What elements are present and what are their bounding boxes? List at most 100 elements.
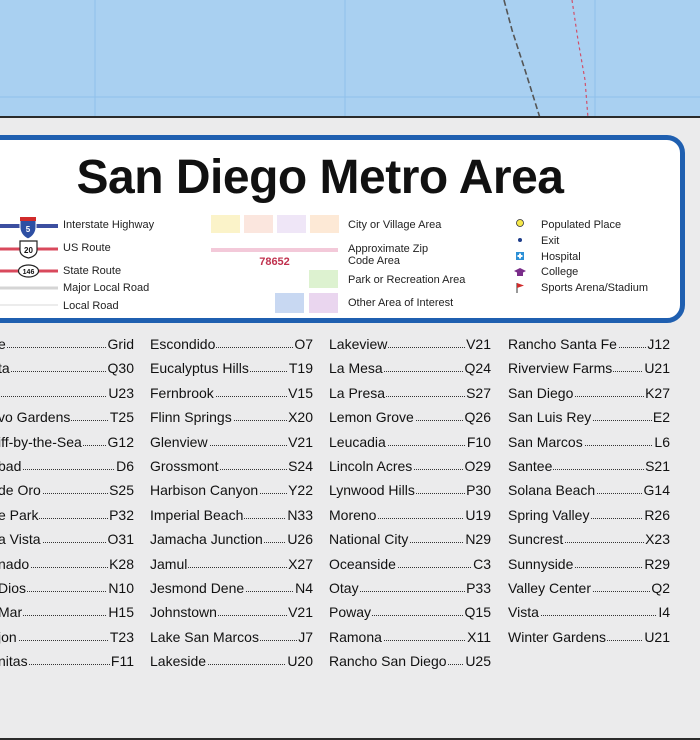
place-name: Rancho San Diego (329, 653, 448, 670)
index-entry: Lakeview V21 (329, 336, 491, 360)
grid-code: V15 (287, 384, 313, 401)
grid-code: Q26 (463, 409, 491, 426)
svg-text:20: 20 (24, 246, 33, 255)
legend-us-route-label: US Route (63, 242, 111, 254)
legend-sports-label: Sports Arena/Stadium (541, 282, 649, 294)
grid-code: G14 (642, 482, 670, 499)
grid-code: F11 (109, 653, 134, 670)
place-name: Escondido (150, 336, 217, 352)
place-name: vo Gardens (0, 409, 72, 426)
place-name: Lakeside (150, 653, 208, 670)
place-name: Vista (508, 604, 540, 621)
place-name: a Vista (0, 531, 42, 548)
dot-leader (150, 444, 313, 446)
grid-code: U26 (286, 531, 313, 548)
index-entry: ta Q30 (0, 360, 134, 384)
index-entry: Lemon Grove Q26 (329, 409, 491, 433)
dot-leader (329, 517, 491, 519)
index-entry: Sunnyside R29 (508, 555, 670, 580)
place-name: Glenview (150, 433, 209, 450)
place-name: Winter Gardens (508, 628, 608, 645)
index-entry: Poway Q15 (329, 604, 491, 628)
grid-code: L6 (653, 433, 670, 450)
place-name: La Presa (329, 384, 387, 401)
dot-leader (508, 395, 670, 397)
place-name: bad (0, 458, 23, 474)
dot-leader (329, 444, 491, 446)
place-name: nitas (0, 653, 29, 670)
place-name: de Oro (0, 482, 42, 499)
svg-text:146: 146 (23, 269, 35, 276)
dot-leader (0, 493, 134, 495)
grid-code: X23 (644, 531, 670, 548)
index-entry: nado K28 (0, 555, 134, 580)
grid-code: Q24 (463, 360, 491, 377)
grid-code: P30 (465, 482, 491, 499)
grid-code: O29 (463, 458, 491, 474)
populated-place-icon (516, 219, 524, 227)
place-name: Valley Center (508, 580, 593, 596)
index-entry: San Luis Rey E2 (508, 409, 670, 433)
dot-leader (0, 664, 134, 666)
grid-code: K28 (108, 555, 134, 572)
index-entry: Grossmont S24 (150, 458, 313, 482)
dot-leader (329, 639, 491, 641)
city-swatch-pink (244, 215, 273, 233)
grid-code: X27 (287, 555, 313, 572)
place-name: National City (329, 531, 410, 548)
index-entry: Suncrest X23 (508, 531, 670, 555)
place-name: iff-by-the-Sea (0, 433, 83, 450)
index-entry: bad D6 (0, 458, 134, 482)
grid-code: U20 (286, 653, 313, 670)
place-name: Oceanside (329, 555, 397, 572)
interest-swatch-blue (275, 293, 304, 313)
place-name: Grossmont (150, 458, 220, 474)
college-icon (514, 268, 526, 276)
grid-code: S24 (287, 458, 313, 474)
map-title: San Diego Metro Area (76, 151, 565, 204)
hospital-icon (516, 252, 524, 260)
index-entry: Oceanside C3 (329, 555, 491, 580)
zip-boundary-line (211, 248, 338, 252)
place-name: Jamacha Junction (150, 531, 264, 548)
park-swatch (309, 270, 338, 288)
index-entry: e Grid (0, 336, 134, 360)
index-entry: jon T23 (0, 628, 134, 653)
city-swatch-lavender (277, 215, 306, 233)
grid-code: R29 (643, 555, 670, 572)
index-entry: Fernbrook V15 (150, 384, 313, 409)
place-name: Eucalyptus Hills (150, 360, 250, 377)
index-entry: National City N29 (329, 531, 491, 555)
index-entry: iff-by-the-Sea G12 (0, 433, 134, 458)
place-name: Spring Valley (508, 506, 591, 523)
legend-park-label: Park or Recreation Area (348, 274, 466, 286)
grid-code: T23 (108, 628, 134, 645)
dot-leader (329, 542, 491, 544)
city-swatch-peach (310, 215, 339, 233)
index-entry: Lincoln Acres O29 (329, 458, 491, 482)
place-name: San Luis Rey (508, 409, 593, 426)
grid-code: D6 (115, 458, 134, 474)
grid-code: X20 (287, 409, 313, 426)
grid-code: O31 (106, 531, 134, 548)
index-entry: Glenview V21 (150, 433, 313, 458)
dot-leader (0, 395, 134, 397)
dot-leader (508, 566, 670, 568)
index-entry: de Oro S25 (0, 482, 134, 506)
dot-leader (329, 615, 491, 617)
legend-box (0, 135, 685, 323)
place-name: Flinn Springs (150, 409, 233, 426)
place-name: Sunnyside (508, 555, 575, 572)
index-entry: Jesmond Dene N4 (150, 580, 313, 604)
index-entry: Escondido O7 (150, 336, 313, 360)
index-entry: Santee S21 (508, 458, 670, 482)
grid-code: R26 (643, 506, 670, 523)
place-name: Solana Beach (508, 482, 597, 499)
grid-code: S21 (644, 458, 670, 474)
index-entry: Rancho San Diego U25 (329, 653, 491, 677)
grid-code: Q15 (463, 604, 491, 621)
index-entry: Johnstown V21 (150, 604, 313, 628)
dot-leader (508, 542, 670, 544)
index-entry: Eucalyptus Hills T19 (150, 360, 313, 384)
place-name: Riverview Farms (508, 360, 614, 377)
